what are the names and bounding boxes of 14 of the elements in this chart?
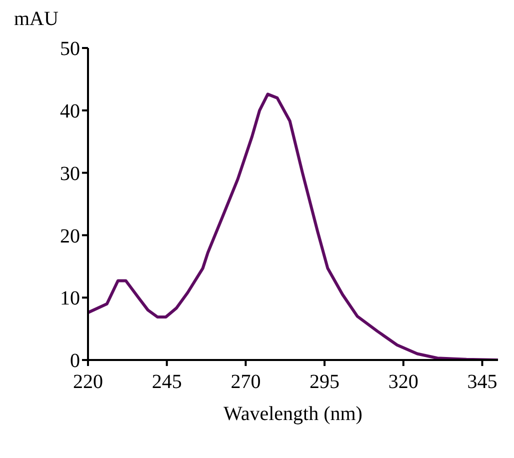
x-tick-label: 320 (388, 371, 418, 394)
y-tick-label: 40 (60, 100, 80, 122)
y-tick-label: 50 (60, 38, 80, 60)
y-tick-label: 0 (70, 350, 80, 372)
x-tick-label: 245 (152, 371, 182, 394)
x-axis-title: Wavelength (nm) (224, 403, 362, 425)
y-tick-label: 10 (60, 288, 80, 310)
y-tick-label: 30 (60, 162, 80, 185)
x-tick-label: 270 (230, 371, 261, 394)
x-tick-label: 220 (73, 371, 103, 394)
y-tick-label: 20 (60, 225, 80, 248)
x-tick-label: 345 (467, 371, 498, 394)
y-axis-title: mAU (14, 8, 58, 31)
x-tick-label: 295 (310, 371, 340, 394)
